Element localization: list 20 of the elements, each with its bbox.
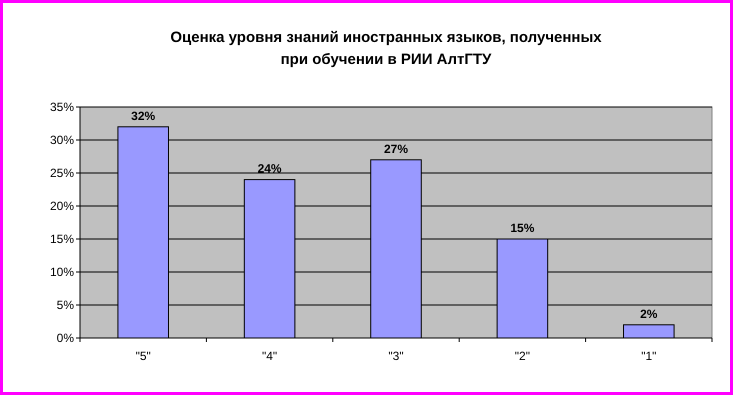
data-label: 27% [384,142,408,156]
data-label: 32% [131,108,156,123]
data-label: 24% [258,162,282,176]
x-tick-label: "3" [388,349,404,363]
y-tick-label: 0% [56,331,74,346]
y-tick-label: 20% [50,199,74,214]
data-label: 2% [640,306,658,321]
bar [623,324,675,338]
x-tick-label: "1" [641,349,656,363]
y-tick-label: 35% [50,100,74,114]
x-tick-label: "5" [136,349,151,363]
y-tick-label: 25% [50,166,74,180]
x-tick-label: "2" [514,349,530,363]
x-tick-label: "4" [262,349,278,363]
data-label: 15% [510,221,535,235]
y-tick-label: 10% [50,265,74,280]
y-tick-label: 15% [50,232,74,246]
chart-title: Оценка уровня знаний иностранных языков, полученных при обучении в РИИ АлтГТУ [170,29,602,68]
y-tick-label: 30% [50,133,74,148]
y-tick-label: 5% [56,298,74,312]
